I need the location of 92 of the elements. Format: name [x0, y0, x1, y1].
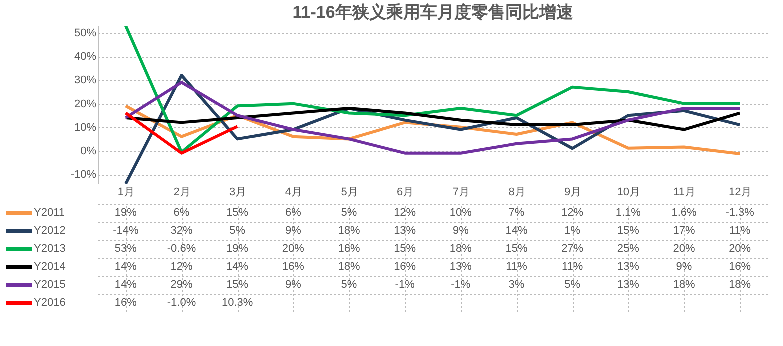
- data-label: 15%: [506, 243, 528, 255]
- data-label: 1.1%: [616, 207, 642, 219]
- data-label: 9%: [676, 261, 692, 273]
- line-series: [124, 107, 742, 132]
- x-tick-label: 8月: [508, 186, 526, 198]
- data-label: -1%: [451, 279, 471, 291]
- data-label: 29%: [170, 279, 193, 291]
- data-label: 18%: [338, 225, 360, 237]
- data-label: 14%: [114, 279, 138, 291]
- data-label: 15%: [394, 243, 416, 255]
- data-label: -1%: [395, 279, 416, 291]
- data-label: 13%: [617, 261, 640, 273]
- data-label: 11%: [562, 261, 584, 273]
- data-label: 16%: [394, 261, 416, 273]
- y-tick-label: 40%: [74, 51, 97, 64]
- y-tick-label: 50%: [74, 28, 97, 40]
- data-label: 18%: [729, 279, 752, 291]
- data-label: 53%: [114, 243, 138, 255]
- data-label: 32%: [170, 225, 193, 237]
- data-label: -1.0%: [167, 297, 196, 309]
- data-label: 11%: [729, 225, 751, 237]
- data-label: 18%: [338, 261, 360, 273]
- x-tick-label: 9月: [564, 186, 582, 198]
- data-label: 9%: [285, 225, 302, 237]
- data-label: 19%: [226, 243, 249, 255]
- legend-label: Y2015: [34, 279, 66, 291]
- y-tick-label: 30%: [74, 74, 97, 87]
- data-label: 5%: [341, 279, 358, 291]
- x-tick-label: 2月: [174, 186, 191, 198]
- line-series: [124, 81, 742, 155]
- data-label: 6%: [174, 207, 190, 219]
- data-label: 1.6%: [672, 207, 697, 219]
- data-label: 13%: [394, 225, 416, 237]
- data-label: 20%: [673, 243, 696, 255]
- y-tick-label: 10%: [74, 122, 97, 134]
- data-label: 15%: [226, 279, 249, 291]
- x-tick-label: 6月: [397, 186, 414, 198]
- y-tick-label: -10%: [70, 169, 97, 182]
- x-tick-label: 10月: [617, 186, 641, 198]
- data-label: 14%: [506, 225, 528, 237]
- data-label: 6%: [285, 207, 302, 219]
- legend-label: Y2016: [34, 297, 66, 309]
- y-tick-label: 20%: [74, 98, 97, 110]
- data-label: -14%: [113, 225, 139, 237]
- data-label: 10.3%: [222, 297, 254, 309]
- data-label: 18%: [450, 243, 472, 255]
- data-label: 9%: [452, 225, 470, 237]
- data-label: 18%: [673, 279, 696, 291]
- data-label: 25%: [617, 243, 640, 255]
- data-label: 7%: [508, 207, 525, 219]
- data-label: 16%: [729, 261, 752, 273]
- data-label: 3%: [508, 279, 525, 291]
- data-label: 14%: [114, 261, 138, 273]
- x-tick-label: 4月: [285, 186, 302, 198]
- data-label: -1.3%: [726, 207, 755, 219]
- data-label: 1%: [564, 225, 581, 237]
- data-label: 16%: [338, 243, 360, 255]
- data-label: 20%: [729, 243, 752, 255]
- y-tick-label: 0%: [80, 145, 97, 158]
- legend-label: Y2014: [34, 261, 66, 273]
- data-label: 5%: [230, 225, 246, 237]
- x-tick-label: 3月: [230, 186, 247, 198]
- data-label: 5%: [341, 207, 358, 219]
- x-tick-label: 1月: [118, 186, 135, 198]
- data-label: 14%: [226, 261, 249, 273]
- data-label: 17%: [673, 225, 696, 237]
- legend-label: Y2013: [34, 243, 66, 255]
- data-label: 5%: [564, 279, 581, 291]
- data-label: 27%: [562, 243, 584, 255]
- line-series: [124, 26, 742, 154]
- data-label: 16%: [282, 261, 305, 273]
- x-tick-label: 5月: [341, 186, 358, 198]
- data-label: 9%: [285, 279, 302, 291]
- data-label: 11%: [506, 261, 528, 273]
- data-label: 15%: [617, 225, 640, 237]
- data-label: 13%: [617, 279, 640, 291]
- x-tick-label: 7月: [452, 186, 470, 198]
- data-label: 16%: [114, 297, 138, 309]
- data-label: -0.6%: [167, 243, 196, 255]
- x-tick-label: 11月: [674, 186, 696, 198]
- data-label: 19%: [114, 207, 138, 219]
- x-tick-label: 12月: [728, 186, 752, 198]
- data-label: 13%: [450, 261, 472, 273]
- data-label: 20%: [282, 243, 305, 255]
- legend-label: Y2011: [34, 207, 65, 219]
- data-label: 10%: [450, 207, 472, 219]
- data-label: 12%: [170, 261, 193, 273]
- data-label: 15%: [226, 207, 249, 219]
- chart-title: 11-16年狭义乘用车月度零售同比增速: [292, 3, 574, 22]
- legend-label: Y2012: [34, 225, 66, 237]
- data-label: 12%: [562, 207, 584, 219]
- data-label: 12%: [394, 207, 416, 219]
